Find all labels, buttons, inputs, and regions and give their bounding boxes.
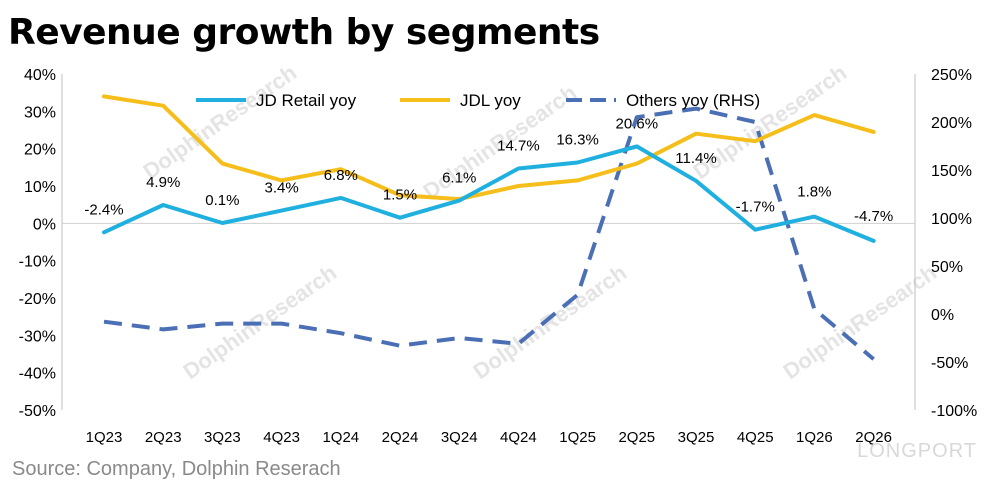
x-tick-label: 4Q23	[263, 429, 300, 446]
x-tick-label: 3Q23	[204, 429, 241, 446]
left-tick-label: -40%	[19, 366, 56, 383]
right-tick-label: -50%	[931, 355, 968, 372]
data-label: -1.7%	[736, 199, 775, 216]
x-tick-label: 4Q24	[500, 429, 537, 446]
left-tick-label: -20%	[19, 291, 56, 308]
data-label: 20.6%	[616, 115, 659, 132]
legend-label: JD Retail yoy	[256, 91, 357, 110]
left-tick-label: 30%	[24, 104, 56, 121]
legend-label: Others yoy (RHS)	[626, 91, 760, 110]
right-tick-label: 50%	[931, 259, 963, 276]
series-line-0	[102, 144, 876, 243]
x-tick-label: 2Q23	[145, 429, 182, 446]
series-line-2	[103, 106, 875, 361]
data-label: 1.8%	[797, 184, 831, 201]
data-label: -2.4%	[84, 201, 123, 218]
left-tick-label: 0%	[33, 216, 56, 233]
data-label: 3.4%	[264, 180, 298, 197]
left-tick-label: 10%	[24, 179, 56, 196]
x-tick-label: 3Q25	[678, 429, 715, 446]
right-tick-label: 0%	[931, 307, 954, 324]
x-tick-label: 2Q26	[855, 429, 892, 446]
data-label: 1.5%	[383, 187, 417, 204]
data-label: 16.3%	[556, 131, 599, 148]
source-note: Source: Company, Dolphin Reserach	[12, 458, 341, 480]
legend-label: JDL yoy	[460, 91, 521, 110]
data-label: 6.1%	[442, 170, 476, 187]
right-tick-label: 250%	[931, 67, 972, 84]
right-tick-label: 200%	[931, 115, 972, 132]
watermark-text: DolphinResearch	[469, 260, 632, 384]
brand-watermark: LONGPORT	[857, 440, 977, 462]
x-tick-label: 1Q24	[322, 429, 359, 446]
data-label: 11.4%	[675, 150, 716, 167]
right-tick-label: -100%	[931, 403, 977, 420]
left-tick-label: 40%	[24, 67, 56, 84]
left-tick-label: -10%	[19, 254, 56, 271]
data-label: 0.1%	[205, 192, 239, 209]
x-tick-label: 1Q25	[559, 429, 596, 446]
left-tick-label: -30%	[19, 328, 56, 345]
page-title: Revenue growth by segments	[8, 12, 600, 53]
data-label: 6.8%	[324, 167, 358, 184]
series-line-1	[102, 94, 876, 202]
data-label: 14.7%	[497, 137, 540, 154]
x-tick-label: 4Q25	[737, 429, 774, 446]
x-tick-label: 3Q24	[441, 429, 478, 446]
data-label: 4.9%	[146, 174, 180, 191]
right-tick-label: 150%	[931, 163, 972, 180]
left-tick-label: 20%	[24, 142, 56, 159]
right-tick-label: 100%	[931, 211, 972, 228]
x-tick-label: 1Q23	[86, 429, 123, 446]
x-tick-label: 2Q24	[382, 429, 419, 446]
left-tick-label: -50%	[19, 403, 56, 420]
data-label: -4.7%	[854, 208, 893, 225]
watermark-text: DolphinResearch	[139, 60, 302, 184]
x-tick-label: 2Q25	[618, 429, 655, 446]
x-tick-label: 1Q26	[796, 429, 833, 446]
